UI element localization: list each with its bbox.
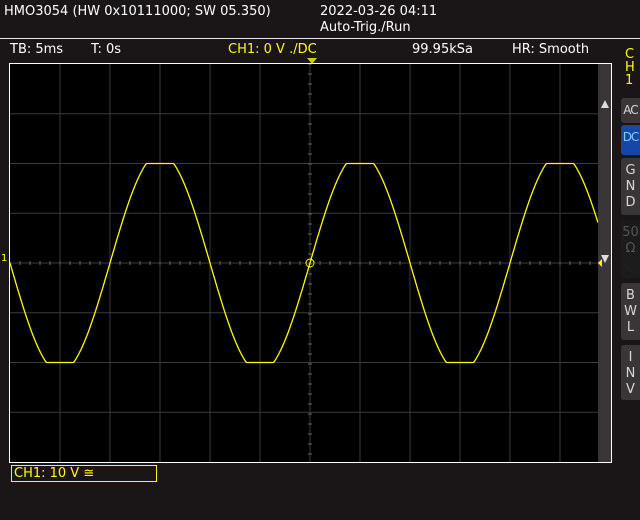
button-label: B <box>626 288 635 303</box>
datetime: 2022-03-26 04:11 <box>320 4 438 19</box>
timebase-readout[interactable]: TB: 5ms <box>10 42 64 57</box>
header-divider <box>0 38 640 39</box>
dc-button[interactable]: DC <box>621 125 640 155</box>
button-label: DC <box>622 130 640 144</box>
sample-rate-readout: 99.95kSa <box>412 42 473 57</box>
hires-mode-readout[interactable]: HR: Smooth <box>512 42 590 57</box>
button-label: W <box>624 304 637 319</box>
trigger-position-marker-icon[interactable] <box>306 57 318 65</box>
scroll-markers <box>598 100 609 267</box>
channel-label-char: 1 <box>625 73 634 88</box>
button-label: AC <box>623 103 638 117</box>
trigger-point-icon <box>305 258 315 268</box>
scroll-down-icon[interactable] <box>601 255 609 263</box>
button-label: N <box>625 179 636 194</box>
device-title: HMO3054 (HW 0x10111000; SW 05.350) <box>4 4 271 19</box>
button-label: 50 <box>622 225 639 240</box>
ch1-ground-marker[interactable]: 1 <box>1 253 8 264</box>
50ohm-button[interactable]: 50 Ω <box>621 220 640 278</box>
button-label: D <box>625 195 636 210</box>
ac-button[interactable]: AC <box>621 98 640 123</box>
ch1-level-marker-icon <box>598 259 602 267</box>
channel-label-char: H <box>625 60 635 75</box>
button-label: I <box>628 350 633 365</box>
channel-label-char: C <box>625 47 635 62</box>
button-label: V <box>626 382 635 397</box>
scroll-up-icon[interactable] <box>601 100 609 108</box>
waveform-plot <box>10 64 610 462</box>
button-label: N <box>625 366 636 381</box>
trigger-info-readout[interactable]: CH1: 0 V ./DC <box>228 42 317 57</box>
trigger-status: Auto-Trig./Run <box>320 20 411 35</box>
button-label: G <box>625 163 636 178</box>
button-label: L <box>626 320 635 335</box>
trigger-time-readout[interactable]: T: 0s <box>91 42 122 57</box>
offset-scrollbar[interactable] <box>598 64 611 462</box>
ch1-trace <box>10 162 599 364</box>
button-label: Ω <box>625 241 636 256</box>
ch1-status-box[interactable]: CH1: 10 V ≅ <box>11 465 157 482</box>
scope-screen[interactable] <box>9 63 612 463</box>
